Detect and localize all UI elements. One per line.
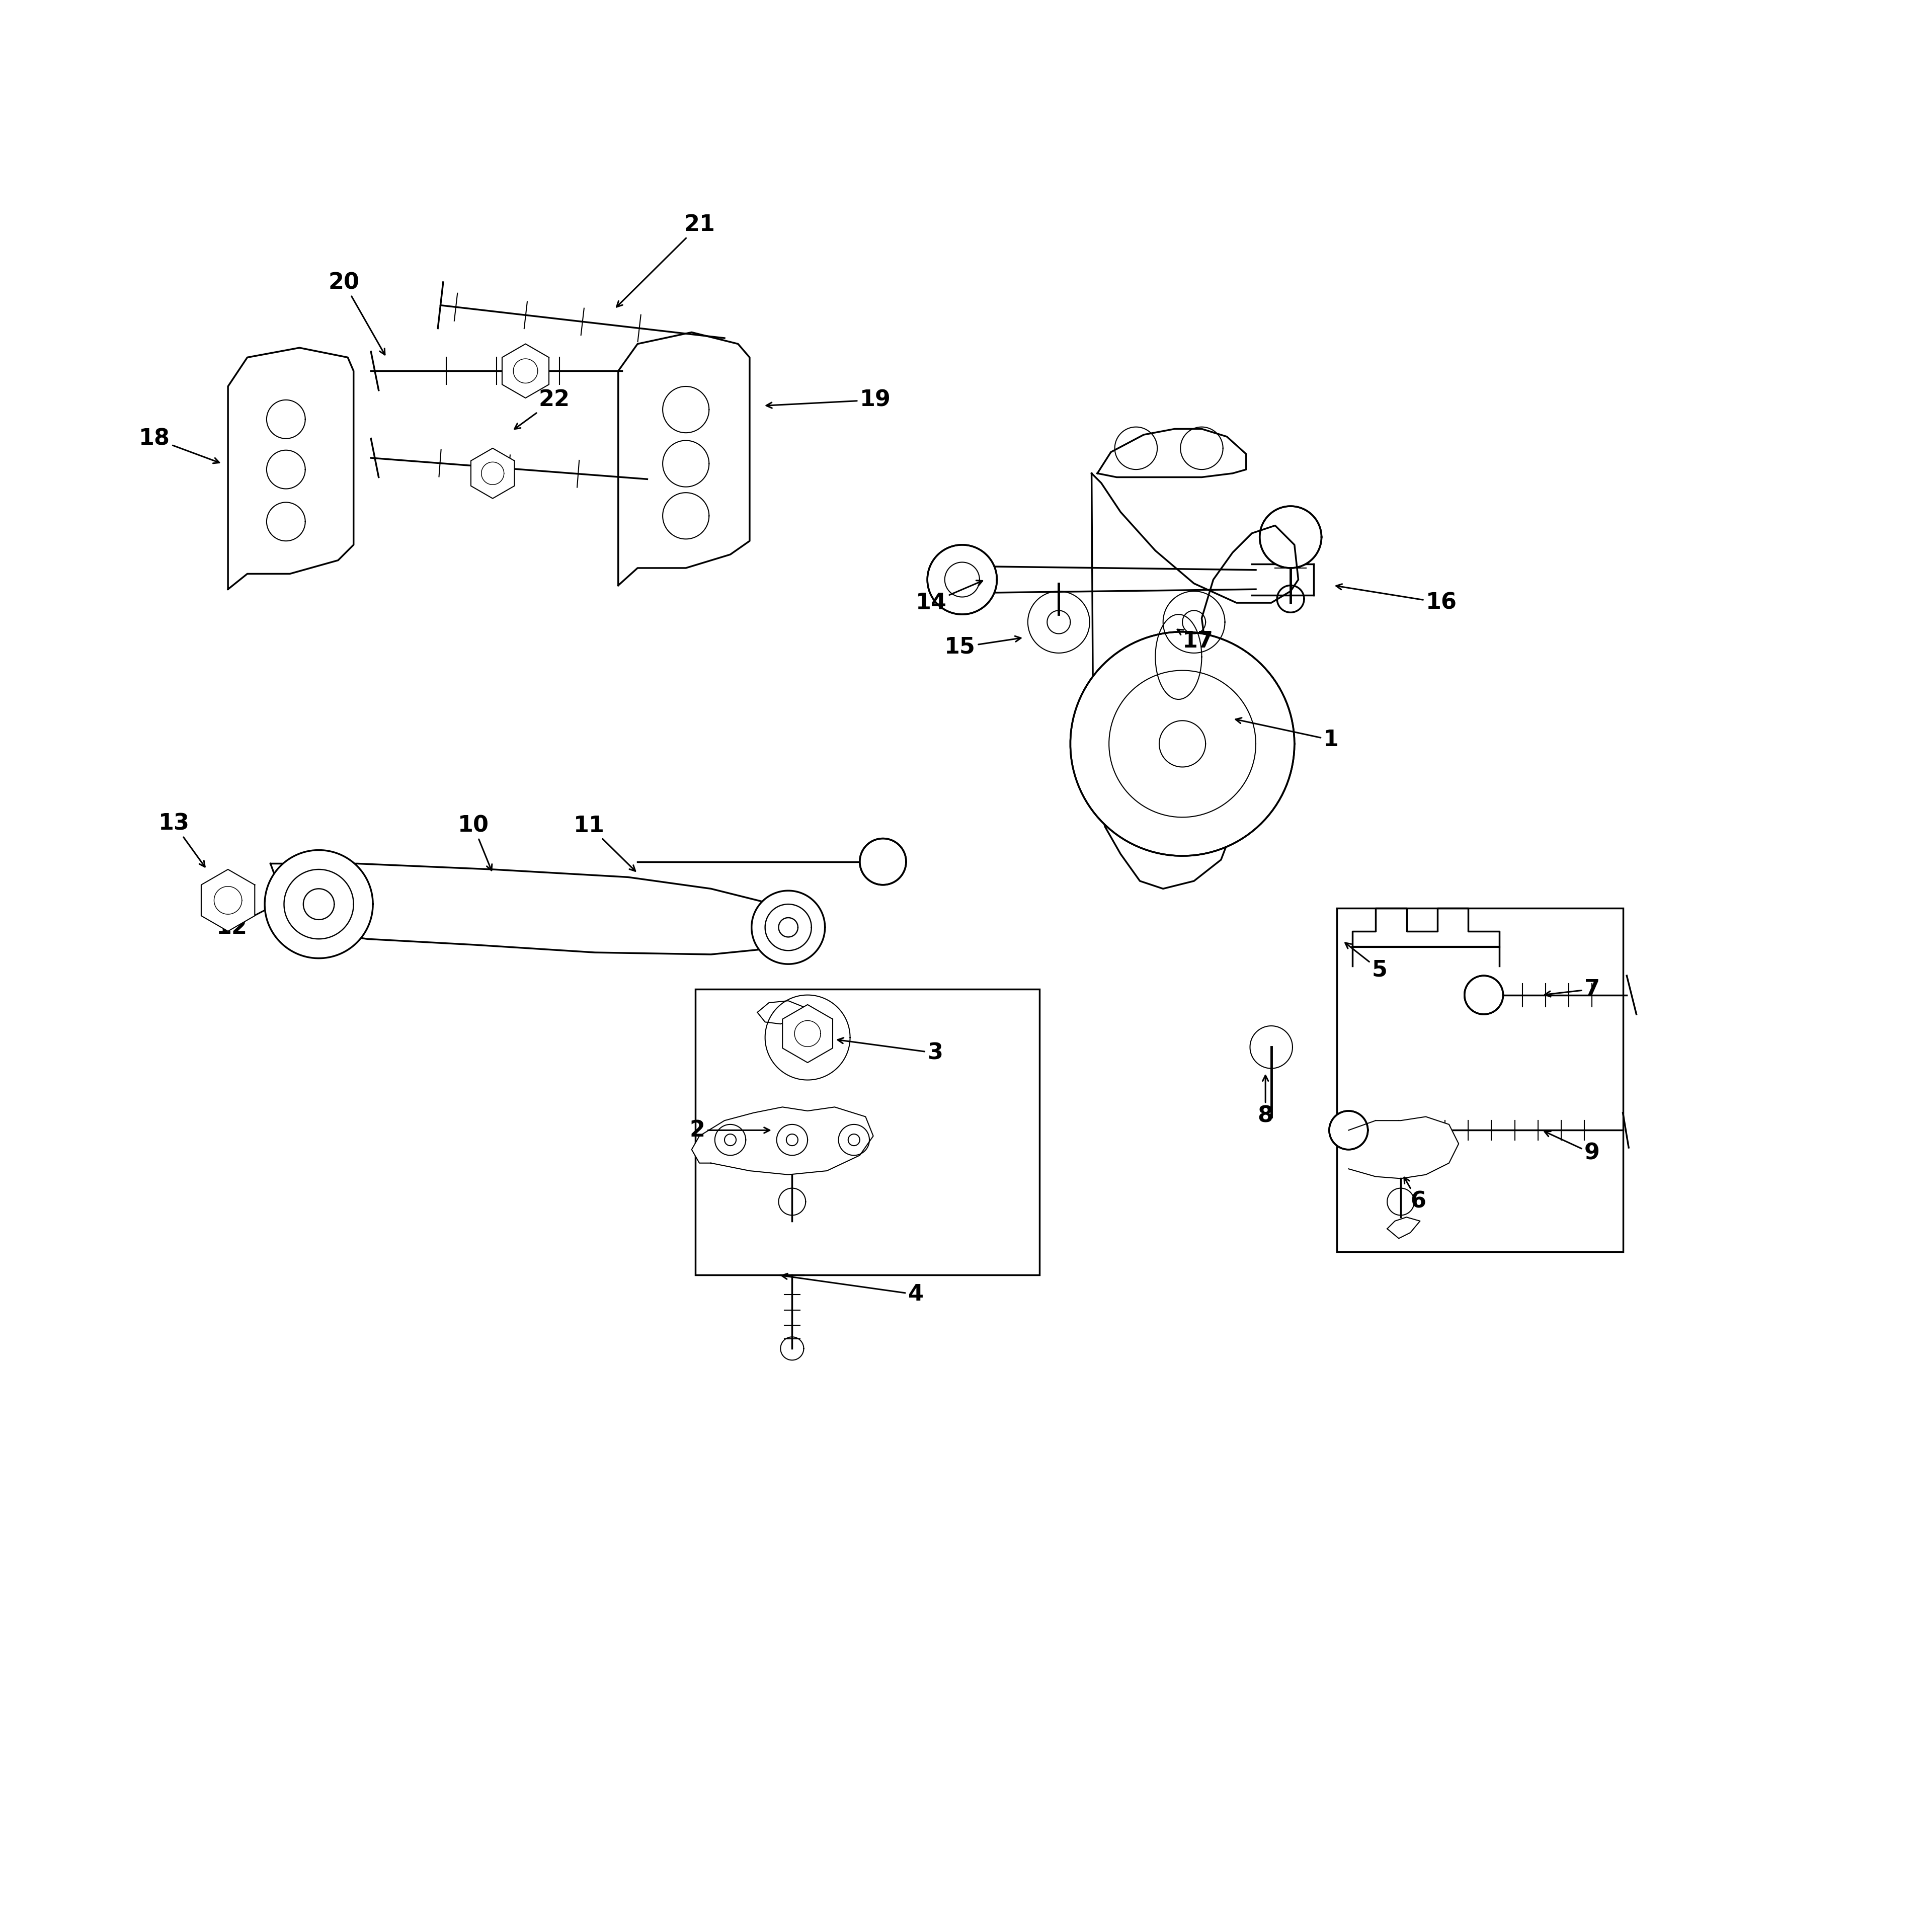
Text: 3: 3 (838, 1037, 943, 1065)
Text: 7: 7 (1546, 978, 1600, 1001)
Polygon shape (1070, 632, 1294, 856)
Text: 8: 8 (1258, 1076, 1273, 1126)
Polygon shape (1349, 1117, 1459, 1179)
Bar (1337, 908, 1623, 1252)
Polygon shape (1092, 473, 1298, 889)
Text: 4: 4 (782, 1273, 923, 1306)
Text: 1: 1 (1236, 719, 1339, 752)
Text: 5: 5 (1345, 943, 1387, 981)
Polygon shape (692, 1107, 873, 1175)
Polygon shape (1464, 976, 1503, 1014)
Polygon shape (782, 1005, 833, 1063)
Polygon shape (927, 545, 997, 614)
Text: 20: 20 (328, 272, 384, 355)
Polygon shape (1329, 1111, 1368, 1150)
Text: 12: 12 (216, 904, 278, 939)
Polygon shape (228, 348, 354, 589)
Text: 16: 16 (1337, 583, 1457, 614)
Bar (696, 989, 1039, 1275)
Polygon shape (1097, 429, 1246, 477)
Text: 14: 14 (916, 580, 983, 614)
Polygon shape (502, 344, 549, 398)
Polygon shape (471, 448, 514, 498)
Polygon shape (956, 566, 1256, 593)
Text: 17: 17 (1177, 630, 1213, 653)
Text: 15: 15 (945, 636, 1020, 659)
Polygon shape (860, 838, 906, 885)
Text: 6: 6 (1405, 1177, 1426, 1213)
Polygon shape (270, 864, 821, 954)
Polygon shape (201, 869, 255, 931)
Text: 13: 13 (158, 813, 205, 867)
Polygon shape (1260, 506, 1321, 568)
Text: 21: 21 (616, 214, 715, 307)
Text: 18: 18 (139, 427, 218, 464)
Text: 11: 11 (574, 815, 636, 871)
Text: 9: 9 (1544, 1132, 1600, 1165)
Text: 2: 2 (690, 1119, 769, 1142)
Polygon shape (752, 891, 825, 964)
Text: 19: 19 (767, 388, 891, 412)
Polygon shape (1252, 564, 1314, 595)
Polygon shape (618, 332, 750, 585)
Text: 10: 10 (458, 815, 493, 871)
Text: 22: 22 (514, 388, 570, 429)
Polygon shape (265, 850, 373, 958)
